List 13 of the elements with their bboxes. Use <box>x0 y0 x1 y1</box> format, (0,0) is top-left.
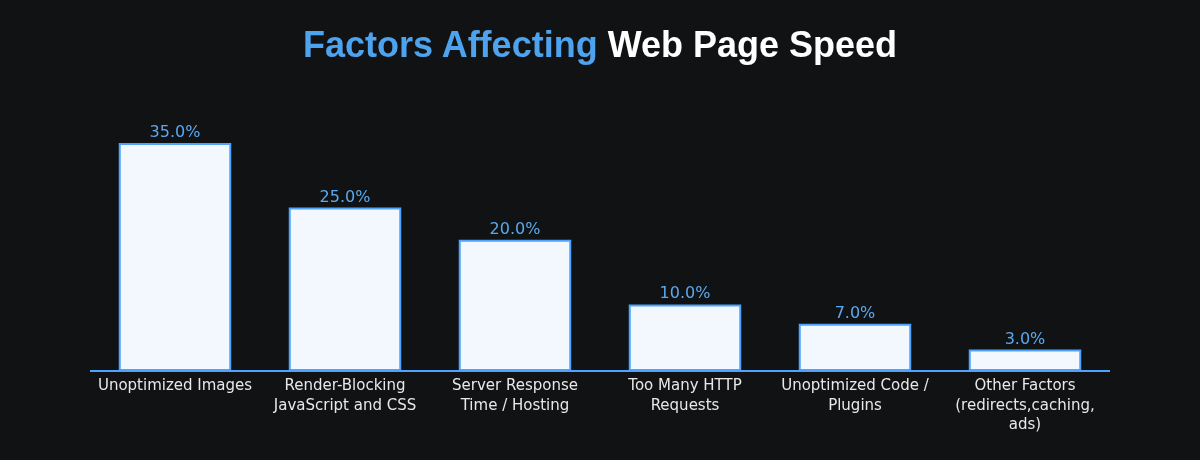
chart-title: Factors Affecting Web Page Speed <box>302 24 898 66</box>
data-label: 20.0% <box>489 218 541 238</box>
x-tick-label: Unoptimized Code / Plugins <box>781 376 930 414</box>
x-tick-label: Other Factors (redirects,caching, ads) <box>955 376 1095 433</box>
data-label: 25.0% <box>319 186 371 206</box>
data-label: 10.0% <box>659 283 711 303</box>
data-label: 7.0% <box>834 302 876 322</box>
x-tick-label: Server Response Time / Hosting <box>452 376 578 414</box>
data-label: 3.0% <box>1004 328 1046 348</box>
x-tick-label: Unoptimized Images <box>97 376 253 394</box>
x-tick-label: Render-Blocking JavaScript and CSS <box>272 376 417 414</box>
data-label: 35.0% <box>149 121 201 141</box>
x-tick-label: Too Many HTTP Requests <box>627 376 742 414</box>
